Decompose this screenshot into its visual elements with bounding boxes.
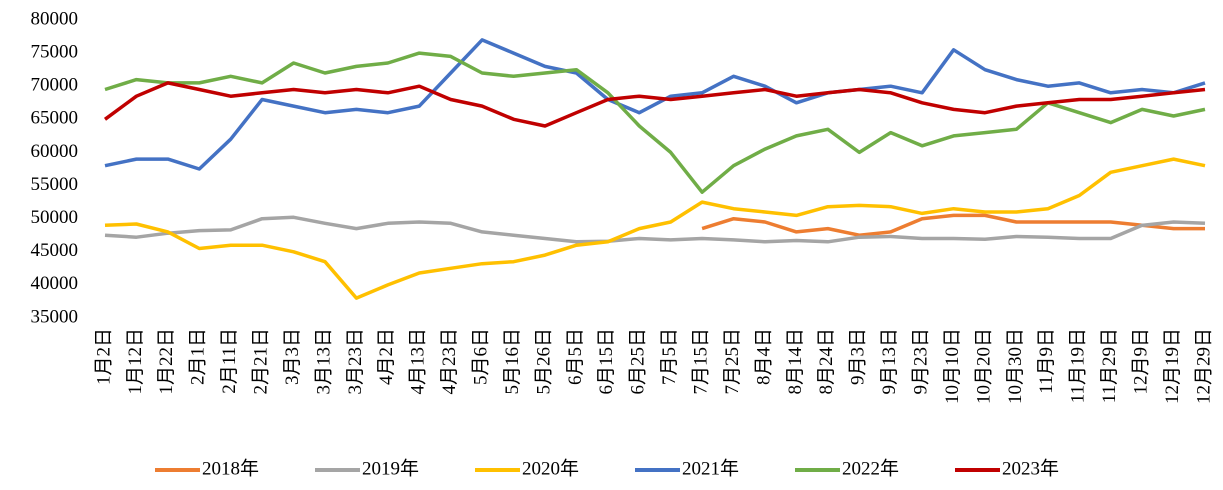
- series-line: [104, 215, 1206, 244]
- x-tick-label: 4月23日: [439, 328, 460, 395]
- y-tick-label: 65000: [31, 108, 79, 129]
- x-tick-label: 8月24日: [816, 328, 837, 395]
- x-tick-label: 12月19日: [1162, 328, 1183, 404]
- x-tick-label: 6月25日: [628, 328, 649, 395]
- y-tick-label: 50000: [31, 207, 79, 228]
- x-tick-label: 5月16日: [502, 328, 523, 395]
- series-line: [701, 213, 1205, 237]
- x-tick-label: 10月20日: [973, 328, 994, 404]
- series-line: [103, 81, 1206, 128]
- x-tick-label: 2月11日: [219, 328, 240, 394]
- x-tick-label: 11月9日: [1036, 328, 1057, 394]
- x-tick-label: 7月5日: [659, 328, 680, 385]
- x-tick-label: 9月13日: [879, 328, 900, 395]
- y-tick-label: 75000: [31, 41, 79, 62]
- x-tick-label: 8月14日: [785, 328, 806, 395]
- x-tick-label: 12月9日: [1131, 328, 1152, 395]
- x-tick-label: 2月21日: [251, 328, 272, 395]
- x-tick-label: 10月30日: [1005, 328, 1026, 404]
- x-tick-label: 2月1日: [188, 328, 209, 385]
- y-tick-label: 35000: [31, 306, 79, 327]
- legend-label: 2023年: [1002, 457, 1059, 479]
- x-tick-label: 1月12日: [125, 328, 146, 395]
- x-tick-label: 11月19日: [1068, 328, 1089, 403]
- x-tick-label: 5月6日: [471, 328, 492, 385]
- y-tick-label: 55000: [31, 174, 79, 195]
- legend-label: 2018年: [202, 457, 259, 479]
- legend-label: 2019年: [362, 457, 419, 479]
- series-line: [104, 157, 1206, 300]
- x-tick-label: 6月5日: [565, 328, 586, 385]
- y-tick-label: 45000: [31, 240, 79, 261]
- x-tick-label: 4月2日: [376, 328, 397, 385]
- series-line: [104, 38, 1206, 171]
- x-tick-label: 11月29日: [1099, 328, 1120, 403]
- x-tick-label: 7月25日: [722, 328, 743, 395]
- legend-label: 2022年: [842, 457, 899, 479]
- x-tick-label: 12月29日: [1193, 328, 1214, 404]
- y-tick-label: 80000: [31, 8, 79, 29]
- x-tick-label: 9月23日: [911, 328, 932, 395]
- x-tick-label: 5月26日: [533, 328, 554, 395]
- legend-label: 2021年: [682, 457, 739, 479]
- x-tick-label: 6月15日: [596, 328, 617, 395]
- x-tick-label: 3月23日: [345, 328, 366, 395]
- x-tick-label: 1月2日: [93, 328, 114, 385]
- x-tick-label: 10月10日: [942, 328, 963, 404]
- x-tick-label: 1月22日: [156, 328, 177, 395]
- x-tick-label: 3月13日: [313, 328, 334, 395]
- legend-label: 2020年: [522, 457, 579, 479]
- y-tick-label: 40000: [31, 273, 79, 294]
- x-tick-label: 3月3日: [282, 328, 303, 385]
- x-tick-label: 8月4日: [753, 328, 774, 385]
- x-tick-label: 4月13日: [408, 328, 429, 395]
- y-tick-label: 70000: [31, 75, 79, 96]
- x-tick-label: 9月3日: [848, 328, 869, 385]
- y-tick-label: 60000: [31, 141, 79, 162]
- x-tick-label: 7月15日: [691, 328, 712, 395]
- series-line: [104, 51, 1206, 194]
